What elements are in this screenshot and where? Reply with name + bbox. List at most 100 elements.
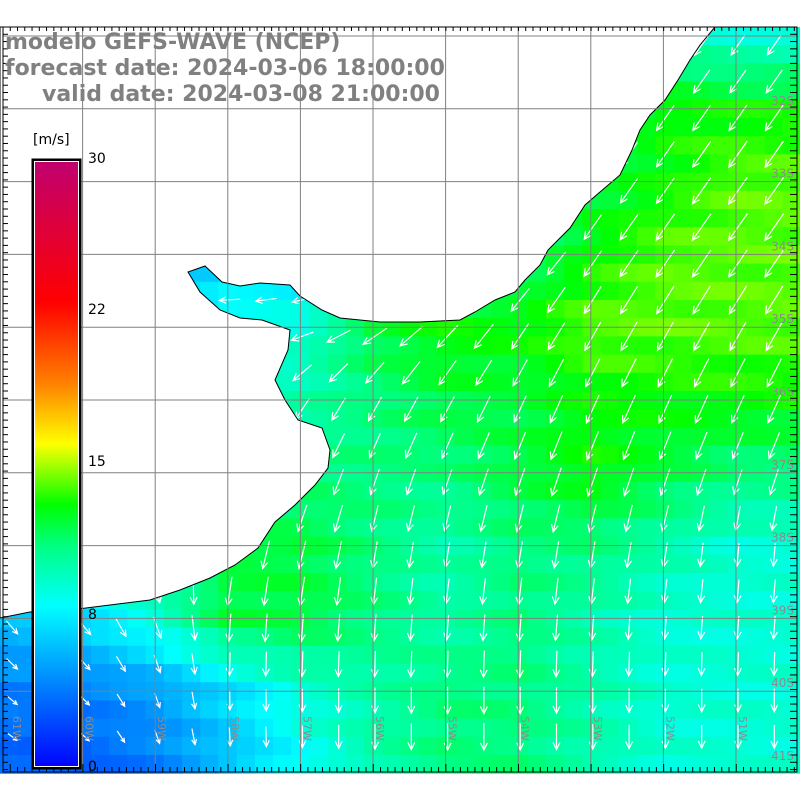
speed-cell	[709, 281, 729, 301]
speed-cell	[600, 482, 620, 501]
speed-cell	[728, 190, 747, 210]
speed-cell	[400, 573, 420, 592]
speed-cell	[455, 718, 474, 738]
speed-cell	[327, 427, 347, 447]
wind-arrow	[624, 578, 633, 605]
wind-arrow	[728, 285, 748, 315]
speed-cell	[582, 573, 602, 592]
speed-cell	[637, 263, 656, 283]
wind-arrow	[697, 725, 706, 750]
speed-cell	[546, 500, 565, 519]
speed-cell	[709, 700, 729, 720]
speed-cell	[764, 118, 784, 137]
speed-cell	[764, 45, 784, 64]
speed-cell	[236, 700, 256, 720]
speed-cell	[382, 645, 401, 665]
speed-cell	[782, 118, 800, 137]
wind-arrow	[693, 358, 710, 388]
speed-cell	[782, 63, 800, 83]
speed-cell	[637, 136, 656, 155]
speed-cell	[600, 409, 620, 428]
speed-cell	[382, 445, 401, 465]
speed-cell	[691, 263, 711, 283]
speed-cell	[382, 482, 401, 501]
speed-cell	[782, 372, 800, 392]
speed-cell	[473, 645, 492, 665]
speed-cell	[273, 518, 292, 538]
speed-cell	[728, 154, 747, 174]
speed-cell	[709, 445, 729, 465]
speed-cell	[509, 336, 529, 356]
speed-cell	[382, 554, 401, 574]
wind-arrow	[655, 141, 675, 168]
speed-cell	[473, 755, 492, 774]
speed-cell	[655, 718, 674, 738]
wind-arrow	[697, 542, 706, 568]
wind-arrow	[261, 651, 270, 678]
speed-cell	[618, 427, 638, 447]
wind-arrow	[510, 287, 530, 313]
wind-arrow	[407, 650, 416, 679]
speed-cell	[345, 372, 365, 392]
wind-arrow	[588, 651, 597, 678]
wind-arrow	[732, 469, 743, 496]
speed-cell	[309, 755, 329, 774]
speed-cell	[200, 627, 219, 647]
speed-cell	[764, 209, 784, 228]
speed-cell	[254, 300, 274, 319]
speed-cell	[637, 664, 656, 683]
speed-cell	[600, 500, 620, 519]
wind-arrow	[624, 541, 633, 569]
lon-label: 55W	[446, 716, 459, 741]
speed-cell	[127, 645, 147, 665]
wind-arrow	[6, 732, 19, 742]
speed-cell	[709, 718, 729, 738]
speed-cell	[637, 700, 656, 720]
wind-arrow	[655, 177, 675, 205]
speed-cell	[600, 227, 620, 246]
speed-cell	[509, 354, 529, 374]
speed-cell	[673, 154, 693, 174]
speed-cell	[728, 645, 747, 665]
wind-arrow	[731, 432, 744, 460]
speed-cell	[637, 281, 656, 301]
speed-cell	[673, 482, 693, 501]
wind-arrow	[296, 504, 308, 533]
speed-cell	[418, 336, 438, 356]
speed-cell	[709, 591, 729, 610]
speed-cell	[418, 573, 438, 592]
wind-arrow	[512, 359, 528, 387]
speed-cell	[309, 500, 329, 519]
speed-cell	[345, 718, 365, 738]
speed-cell	[709, 336, 729, 356]
speed-cell	[345, 354, 365, 374]
speed-cell	[436, 500, 456, 519]
speed-cell	[182, 718, 201, 738]
speed-cell	[764, 190, 784, 210]
speed-cell	[564, 336, 583, 356]
map-frame	[2, 26, 798, 773]
speed-cell	[273, 645, 292, 665]
speed-cell	[546, 427, 565, 447]
speed-cell	[382, 336, 401, 356]
speed-cell	[728, 209, 747, 228]
speed-cell	[709, 518, 729, 538]
wind-arrow	[370, 650, 379, 679]
speed-cell	[582, 209, 602, 228]
speed-cell	[691, 300, 711, 319]
speed-cell	[782, 718, 800, 738]
wind-arrow	[436, 324, 459, 349]
speed-cell	[782, 500, 800, 519]
speed-cell	[618, 263, 638, 283]
speed-cell	[436, 336, 456, 356]
speed-cell	[309, 736, 329, 756]
wind-arrow	[657, 358, 674, 388]
speed-cell	[527, 736, 547, 756]
speed-cell	[782, 81, 800, 101]
speed-cell	[728, 281, 747, 301]
speed-cell	[618, 755, 638, 774]
speed-cell	[655, 209, 674, 228]
speed-cell	[746, 154, 765, 174]
speed-cell	[491, 664, 511, 683]
colorbar-inner-border	[34, 161, 79, 767]
